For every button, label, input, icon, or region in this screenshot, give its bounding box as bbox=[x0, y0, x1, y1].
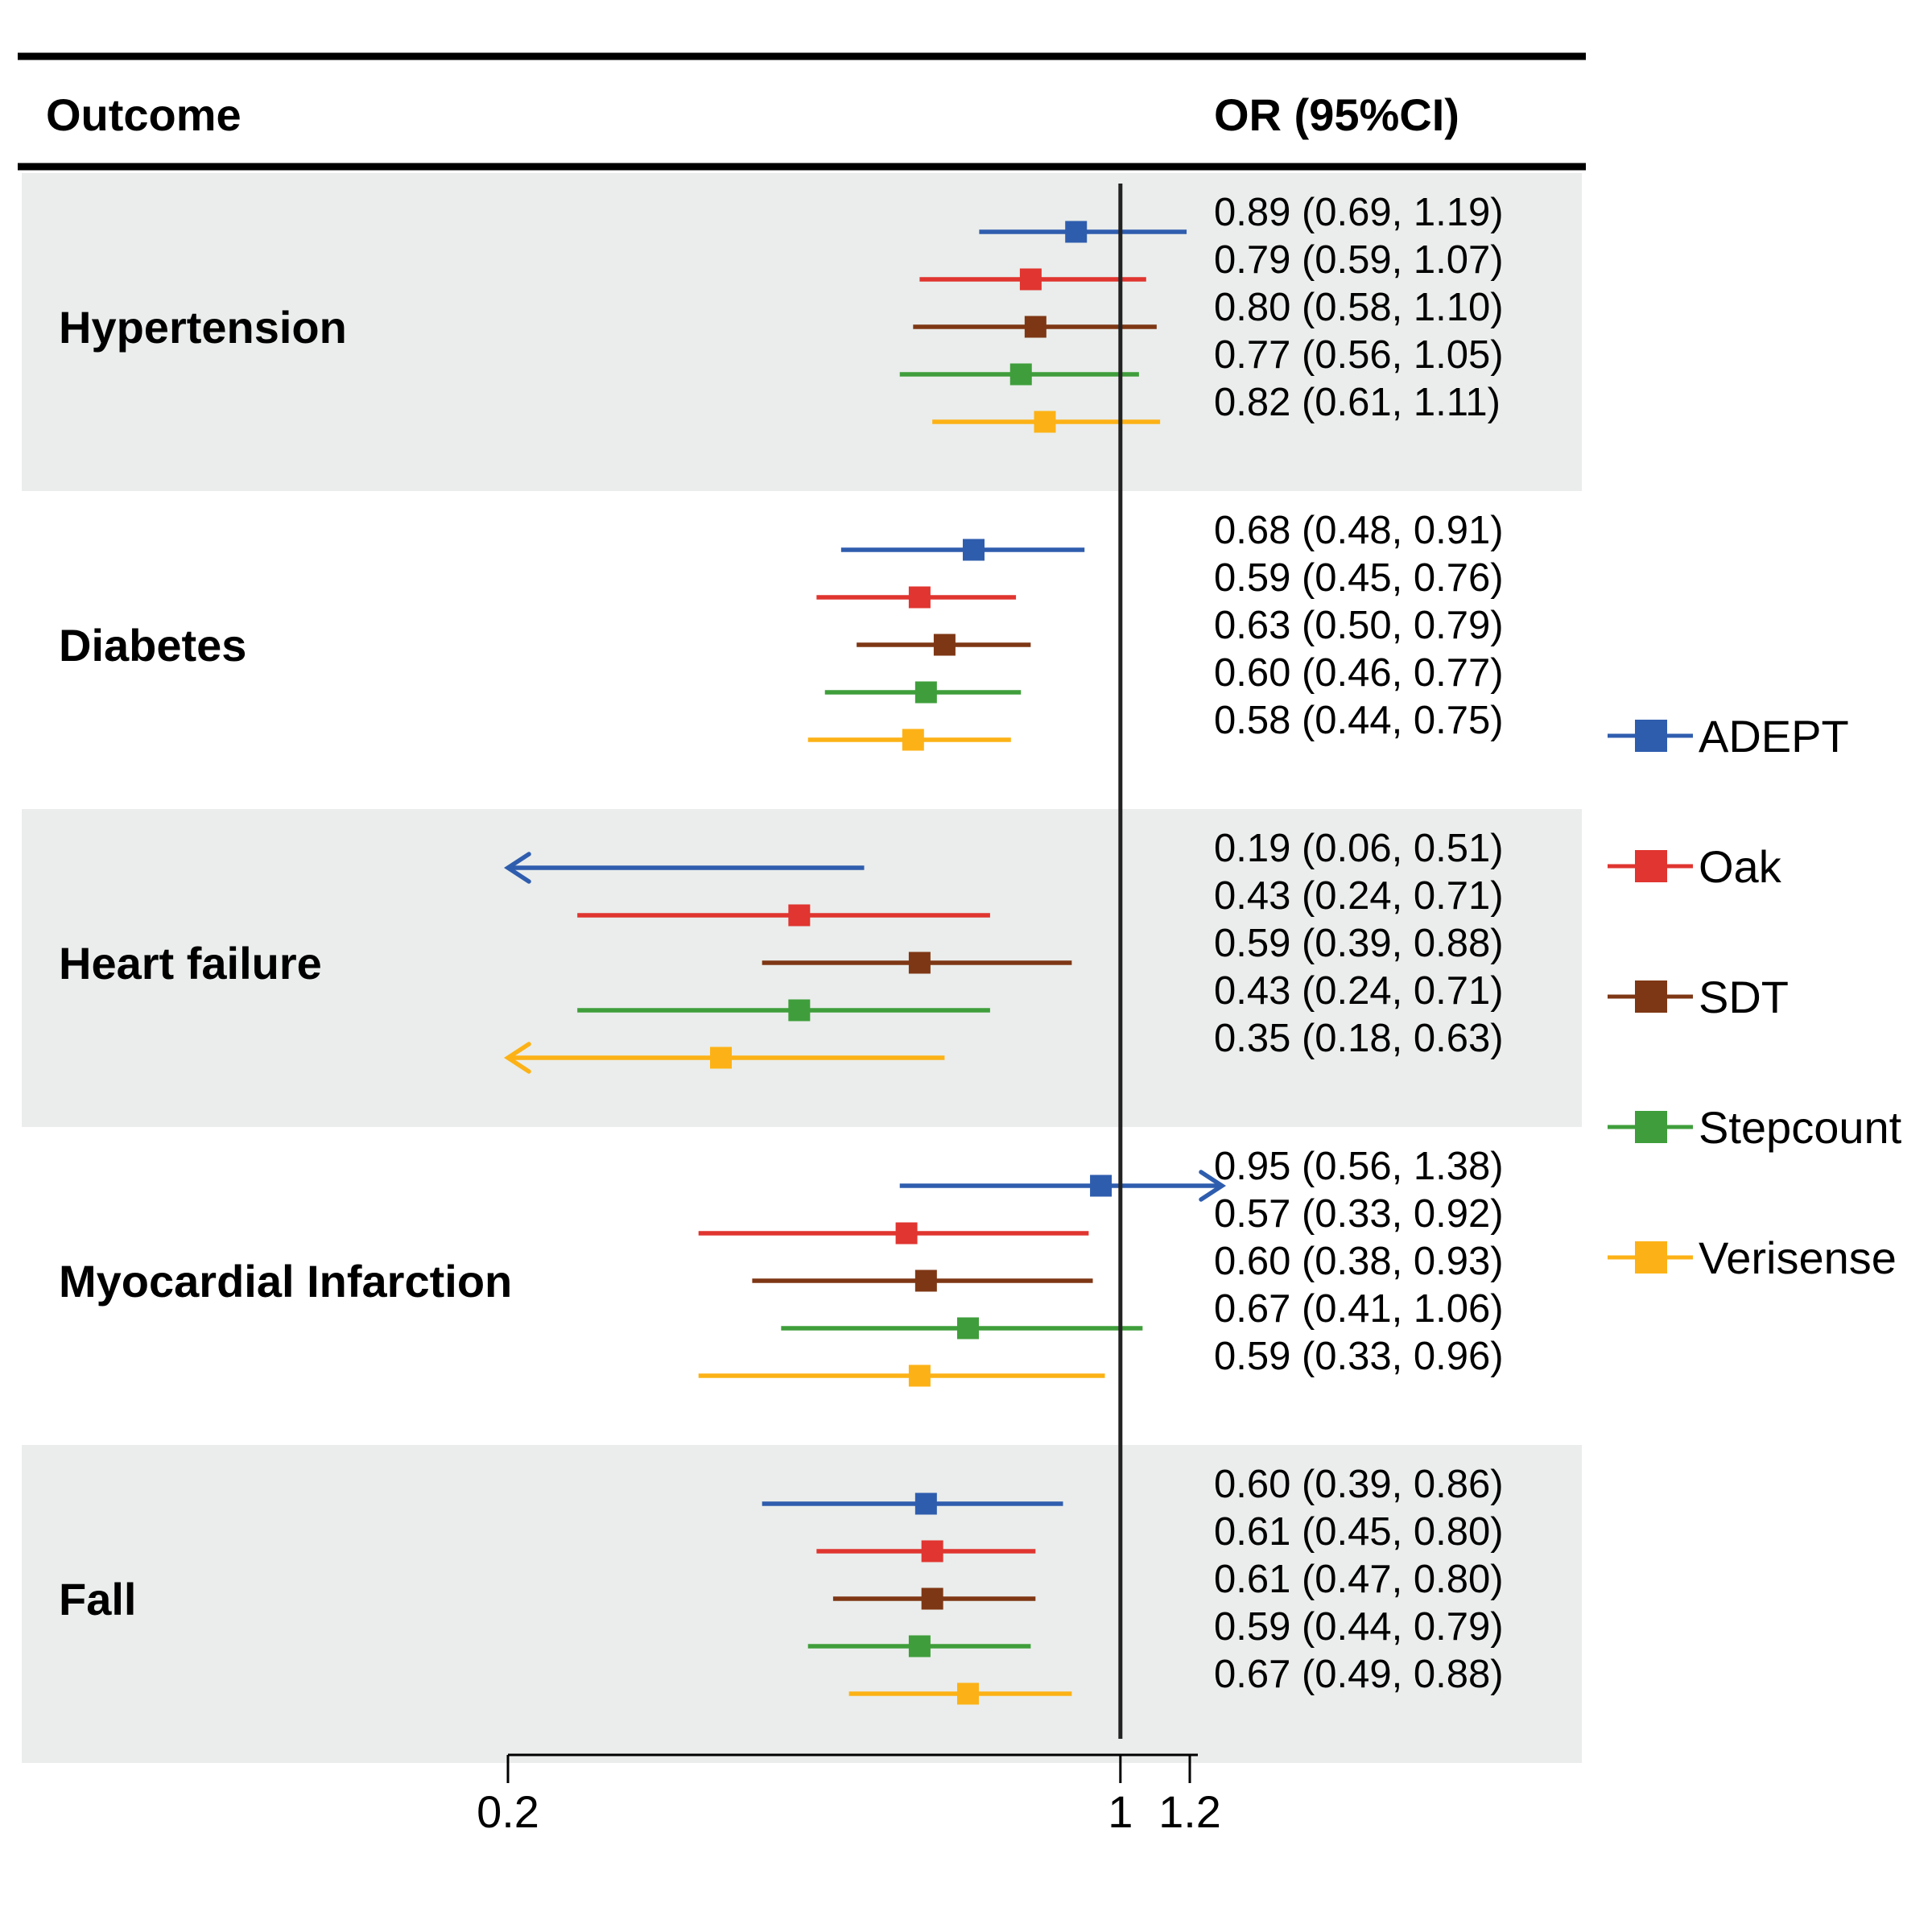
x-tick-label: 1.2 bbox=[1158, 1786, 1221, 1837]
or-value-text: 0.63 (0.50, 0.79) bbox=[1214, 604, 1504, 647]
outcome-labels: Hypertension Diabetes Heart failure Myocard… bbox=[59, 302, 512, 1624]
legend-swatch bbox=[1635, 1111, 1667, 1143]
outcome-label: Heart failure bbox=[59, 938, 322, 989]
point-estimate-adept bbox=[914, 1492, 937, 1515]
or-value-text: 0.89 (0.69, 1.19) bbox=[1214, 191, 1504, 234]
or-value-text: 0.43 (0.24, 0.71) bbox=[1214, 969, 1504, 1013]
point-estimate-verisense bbox=[956, 1682, 979, 1705]
outcome-label: Fall bbox=[59, 1574, 136, 1624]
legend-item-verisense: Verisense bbox=[1608, 1232, 1897, 1283]
point-estimate-sdt bbox=[908, 952, 931, 974]
legend-label: SDT bbox=[1699, 972, 1789, 1022]
point-estimate-verisense bbox=[710, 1046, 733, 1069]
point-estimate-oak bbox=[788, 904, 811, 927]
or-value-text: 0.95 (0.56, 1.38) bbox=[1214, 1145, 1504, 1188]
legend-swatch bbox=[1635, 980, 1667, 1013]
or-value-text: 0.61 (0.45, 0.80) bbox=[1214, 1510, 1504, 1554]
point-estimate-oak bbox=[895, 1222, 918, 1245]
or-value-text: 0.82 (0.61, 1.11) bbox=[1214, 381, 1501, 424]
legend-label: ADEPT bbox=[1699, 711, 1849, 762]
estimate-rows: 0.89 (0.69, 1.19)0.79 (0.59, 1.07)0.80 (… bbox=[503, 191, 1504, 1705]
ci-arrow-left bbox=[503, 1042, 531, 1074]
point-estimate-sdt bbox=[933, 634, 956, 656]
point-estimate-verisense bbox=[902, 729, 924, 751]
ci-arrow-right bbox=[1199, 1170, 1227, 1202]
legend-swatch bbox=[1635, 1241, 1667, 1274]
point-estimate-stepcount bbox=[956, 1317, 979, 1340]
legend-label: Stepcount bbox=[1699, 1102, 1902, 1153]
point-estimate-adept bbox=[963, 539, 985, 561]
legend-item-oak: Oak bbox=[1608, 841, 1782, 892]
or-value-text: 0.19 (0.06, 0.51) bbox=[1214, 827, 1504, 870]
or-value-text: 0.59 (0.44, 0.79) bbox=[1214, 1605, 1504, 1649]
or-value-text: 0.60 (0.38, 0.93) bbox=[1214, 1240, 1504, 1283]
legend-item-sdt: SDT bbox=[1608, 972, 1789, 1022]
or-value-text: 0.68 (0.48, 0.91) bbox=[1214, 509, 1504, 552]
or-value-text: 0.60 (0.46, 0.77) bbox=[1214, 651, 1504, 695]
point-estimate-adept bbox=[1065, 221, 1088, 243]
legend-item-adept: ADEPT bbox=[1608, 711, 1849, 762]
outcome-column-header: Outcome bbox=[46, 89, 242, 140]
point-estimate-adept bbox=[1090, 1174, 1113, 1197]
point-estimate-oak bbox=[921, 1540, 943, 1563]
or-value-text: 0.59 (0.45, 0.76) bbox=[1214, 556, 1504, 600]
x-tick-label: 0.2 bbox=[477, 1786, 539, 1837]
or-value-text: 0.67 (0.41, 1.06) bbox=[1214, 1287, 1504, 1331]
outcome-label: Myocardial Infarction bbox=[59, 1256, 512, 1307]
point-estimate-sdt bbox=[914, 1269, 937, 1292]
point-estimate-stepcount bbox=[1009, 363, 1032, 386]
outcome-label: Diabetes bbox=[59, 620, 246, 671]
legend-label: Verisense bbox=[1699, 1232, 1897, 1283]
or-value-text: 0.59 (0.39, 0.88) bbox=[1214, 922, 1504, 965]
point-estimate-verisense bbox=[908, 1364, 931, 1387]
legend: ADEPT Oak SDT Stepcount Verisense bbox=[1608, 711, 1902, 1283]
point-estimate-oak bbox=[908, 586, 931, 609]
legend-item-stepcount: Stepcount bbox=[1608, 1102, 1902, 1153]
legend-label: Oak bbox=[1699, 841, 1782, 892]
or-value-text: 0.43 (0.24, 0.71) bbox=[1214, 874, 1504, 918]
or-value-text: 0.77 (0.56, 1.05) bbox=[1214, 333, 1504, 377]
legend-swatch bbox=[1635, 720, 1667, 752]
or-value-text: 0.60 (0.39, 0.86) bbox=[1214, 1463, 1504, 1506]
point-estimate-sdt bbox=[1024, 316, 1046, 338]
group-band bbox=[22, 173, 1582, 491]
x-axis: 0.2 1 1.2 bbox=[477, 1753, 1221, 1837]
or-value-text: 0.79 (0.59, 1.07) bbox=[1214, 238, 1504, 282]
or-value-text: 0.67 (0.49, 0.88) bbox=[1214, 1653, 1504, 1696]
point-estimate-sdt bbox=[921, 1587, 943, 1610]
or-value-text: 0.35 (0.18, 0.63) bbox=[1214, 1017, 1504, 1060]
or-column-header: OR (95%CI) bbox=[1214, 89, 1459, 140]
point-estimate-stepcount bbox=[788, 999, 811, 1022]
ci-arrow-left bbox=[503, 852, 531, 884]
or-value-text: 0.80 (0.58, 1.10) bbox=[1214, 286, 1504, 329]
group-bands bbox=[22, 173, 1582, 1763]
or-value-text: 0.58 (0.44, 0.75) bbox=[1214, 699, 1504, 742]
or-value-text: 0.59 (0.33, 0.96) bbox=[1214, 1335, 1504, 1378]
point-estimate-verisense bbox=[1034, 411, 1056, 433]
point-estimate-oak bbox=[1019, 268, 1042, 291]
outcome-label: Hypertension bbox=[59, 302, 347, 353]
point-estimate-stepcount bbox=[908, 1635, 931, 1657]
group-band bbox=[22, 1445, 1582, 1763]
group-band bbox=[22, 809, 1582, 1127]
legend-swatch bbox=[1635, 850, 1667, 882]
point-estimate-stepcount bbox=[914, 681, 937, 704]
or-value-text: 0.61 (0.47, 0.80) bbox=[1214, 1558, 1504, 1601]
x-tick-label: 1 bbox=[1108, 1786, 1133, 1837]
or-value-text: 0.57 (0.33, 0.92) bbox=[1214, 1192, 1504, 1236]
